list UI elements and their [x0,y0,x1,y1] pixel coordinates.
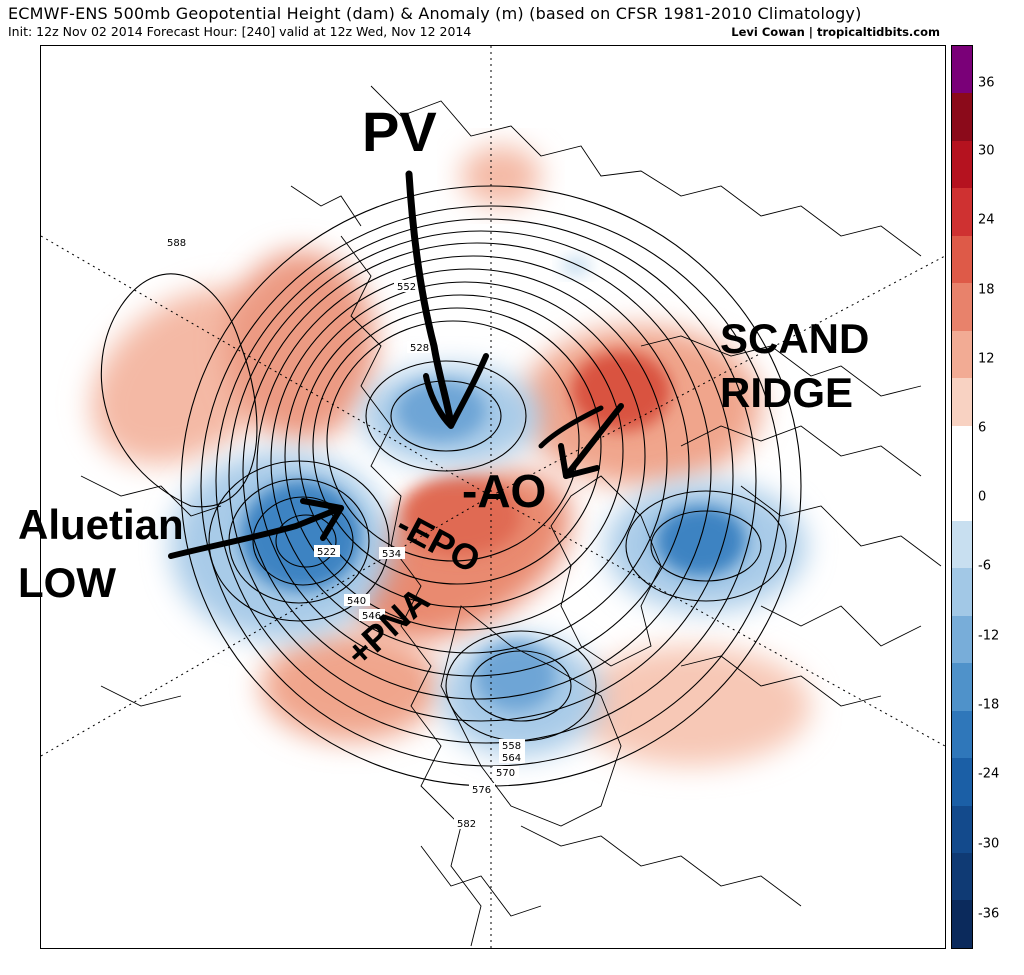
colorbar-segment [952,93,972,141]
positive-anomaly-shading [91,146,811,766]
contour-label-552: 552 [397,282,416,293]
contour-label-582: 582 [457,819,476,830]
scand-ridge-annotation-line1: SCAND [720,315,870,362]
colorbar-segment [952,568,972,616]
colorbar-tick-label: -6 [978,558,991,574]
contour-label-534: 534 [382,549,401,560]
anomaly-colorbar [951,45,973,949]
colorbar-tick-label: -12 [978,628,1000,644]
contour-label-576: 576 [472,785,491,796]
map-subtitle: Init: 12z Nov 02 2014 Forecast Hour: [24… [8,24,472,39]
colorbar-tick-label: 6 [978,420,987,436]
pv-annotation: PV [362,100,437,163]
colorbar-segment [952,235,972,284]
annotation-arrows [168,170,624,559]
colorbar-segment [952,46,972,94]
negative-ao-annotation: -AO [462,465,547,517]
contour-labels: 588 582 576 570 564 558 552 546 540 534 … [164,236,525,830]
contour-label-528: 528 [410,343,429,354]
colorbar-segment [952,473,972,521]
colorbar-segment [952,283,972,331]
colorbar-tick-label: 36 [978,75,995,91]
colorbar-tick-label: -36 [978,906,1000,922]
contour-label-564: 564 [502,753,521,764]
colorbar-tick-label: 12 [978,351,995,367]
contour-label-540: 540 [347,596,366,607]
contour-label-522: 522 [317,547,336,558]
contour-label-588: 588 [167,238,186,249]
contour-label-570: 570 [496,768,515,779]
colorbar-segment [952,758,972,806]
colorbar-tick-label: -18 [978,697,1000,713]
colorbar-segment [952,188,972,236]
colorbar-tick-label: -24 [978,766,1000,782]
projection-grid [41,46,945,948]
colorbar-segment [952,378,972,426]
map-title: ECMWF-ENS 500mb Geopotential Height (dam… [8,4,862,23]
colorbar-segment [952,805,972,853]
colorbar-segment [952,710,972,759]
credit-text: Levi Cowan | tropicaltidbits.com [731,25,940,39]
colorbar-segment [952,663,972,711]
colorbar-segment [952,900,972,948]
colorbar-segment [952,520,972,569]
contour-label-558: 558 [502,741,521,752]
contour-label-546: 546 [362,611,381,622]
colorbar-segment [952,330,972,379]
map-panel: 588 582 576 570 564 558 552 546 540 534 … [40,45,946,949]
colorbar-tick-label: 18 [978,282,995,298]
colorbar-segment [952,615,972,664]
scand-ridge-annotation-line2: RIDGE [720,369,854,416]
colorbar-segment [952,852,972,901]
colorbar-tick-label: -30 [978,836,1000,852]
colorbar-tick-label: 24 [978,212,995,228]
aleutian-low-annotation-line2: LOW [18,559,116,606]
colorbar-segment [952,425,972,474]
colorbar-tick-label: 30 [978,143,995,159]
colorbar-segment [952,140,972,189]
colorbar-tick-label: 0 [978,489,987,505]
aleutian-low-annotation-line1: Aluetian [18,501,184,548]
height-contours [100,185,802,787]
